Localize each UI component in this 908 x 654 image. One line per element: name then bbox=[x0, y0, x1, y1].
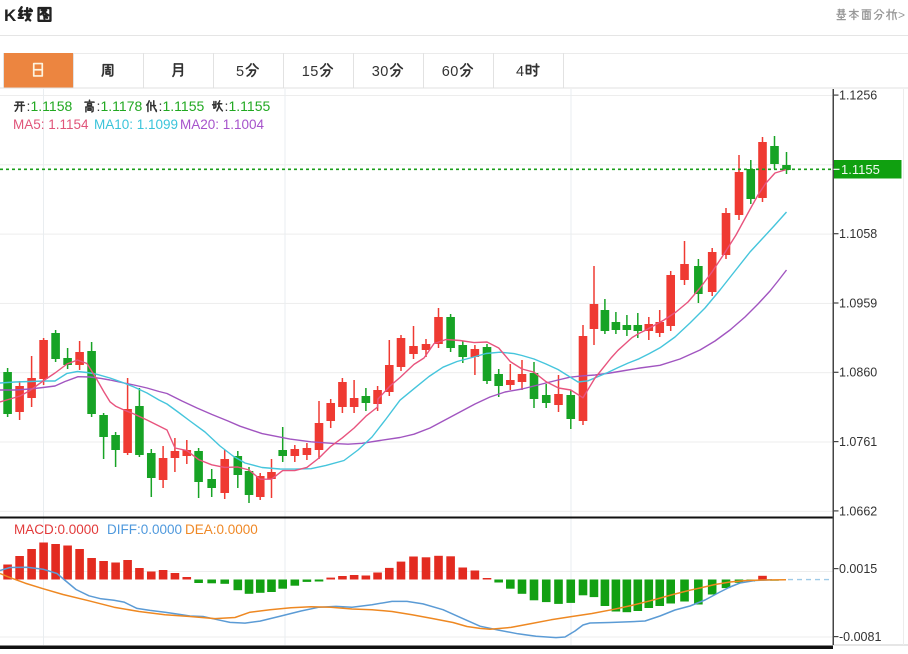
svg-text:5: 5 bbox=[310, 64, 318, 80]
svg-text:1.1256: 1.1256 bbox=[839, 89, 877, 103]
svg-text:MA5: 1.1154: MA5: 1.1154 bbox=[13, 117, 89, 132]
svg-text:3: 3 bbox=[372, 64, 380, 80]
svg-text:1: 1 bbox=[302, 64, 310, 80]
svg-text:MACD:0.0000: MACD:0.0000 bbox=[14, 522, 99, 537]
svg-text:6: 6 bbox=[442, 64, 450, 80]
svg-text:K: K bbox=[4, 6, 17, 25]
svg-text:1.1058: 1.1058 bbox=[839, 227, 877, 241]
svg-text:5: 5 bbox=[236, 64, 244, 80]
svg-text:MA10: 1.1099: MA10: 1.1099 bbox=[94, 117, 178, 132]
svg-text:-0.0081: -0.0081 bbox=[839, 630, 881, 644]
svg-text:1.1155: 1.1155 bbox=[229, 98, 271, 114]
svg-text:0: 0 bbox=[450, 64, 458, 80]
svg-text:DEA:0.0000: DEA:0.0000 bbox=[185, 522, 258, 537]
svg-text:1.1155: 1.1155 bbox=[163, 98, 205, 114]
svg-text:DIFF:0.0000: DIFF:0.0000 bbox=[107, 522, 182, 537]
svg-text:4: 4 bbox=[516, 64, 524, 80]
svg-text:0: 0 bbox=[380, 64, 388, 80]
svg-text:1.1158: 1.1158 bbox=[31, 98, 73, 114]
svg-text:>: > bbox=[898, 8, 905, 22]
svg-text:0.0015: 0.0015 bbox=[839, 562, 877, 576]
svg-text:1.0761: 1.0761 bbox=[839, 435, 877, 449]
svg-text:1.0959: 1.0959 bbox=[839, 296, 877, 310]
svg-text:1.0662: 1.0662 bbox=[839, 504, 877, 518]
svg-text:1.1155: 1.1155 bbox=[841, 162, 880, 177]
svg-text:1.0860: 1.0860 bbox=[839, 366, 877, 380]
svg-text:MA20: 1.1004: MA20: 1.1004 bbox=[180, 117, 265, 132]
svg-text:1.1178: 1.1178 bbox=[101, 98, 143, 114]
